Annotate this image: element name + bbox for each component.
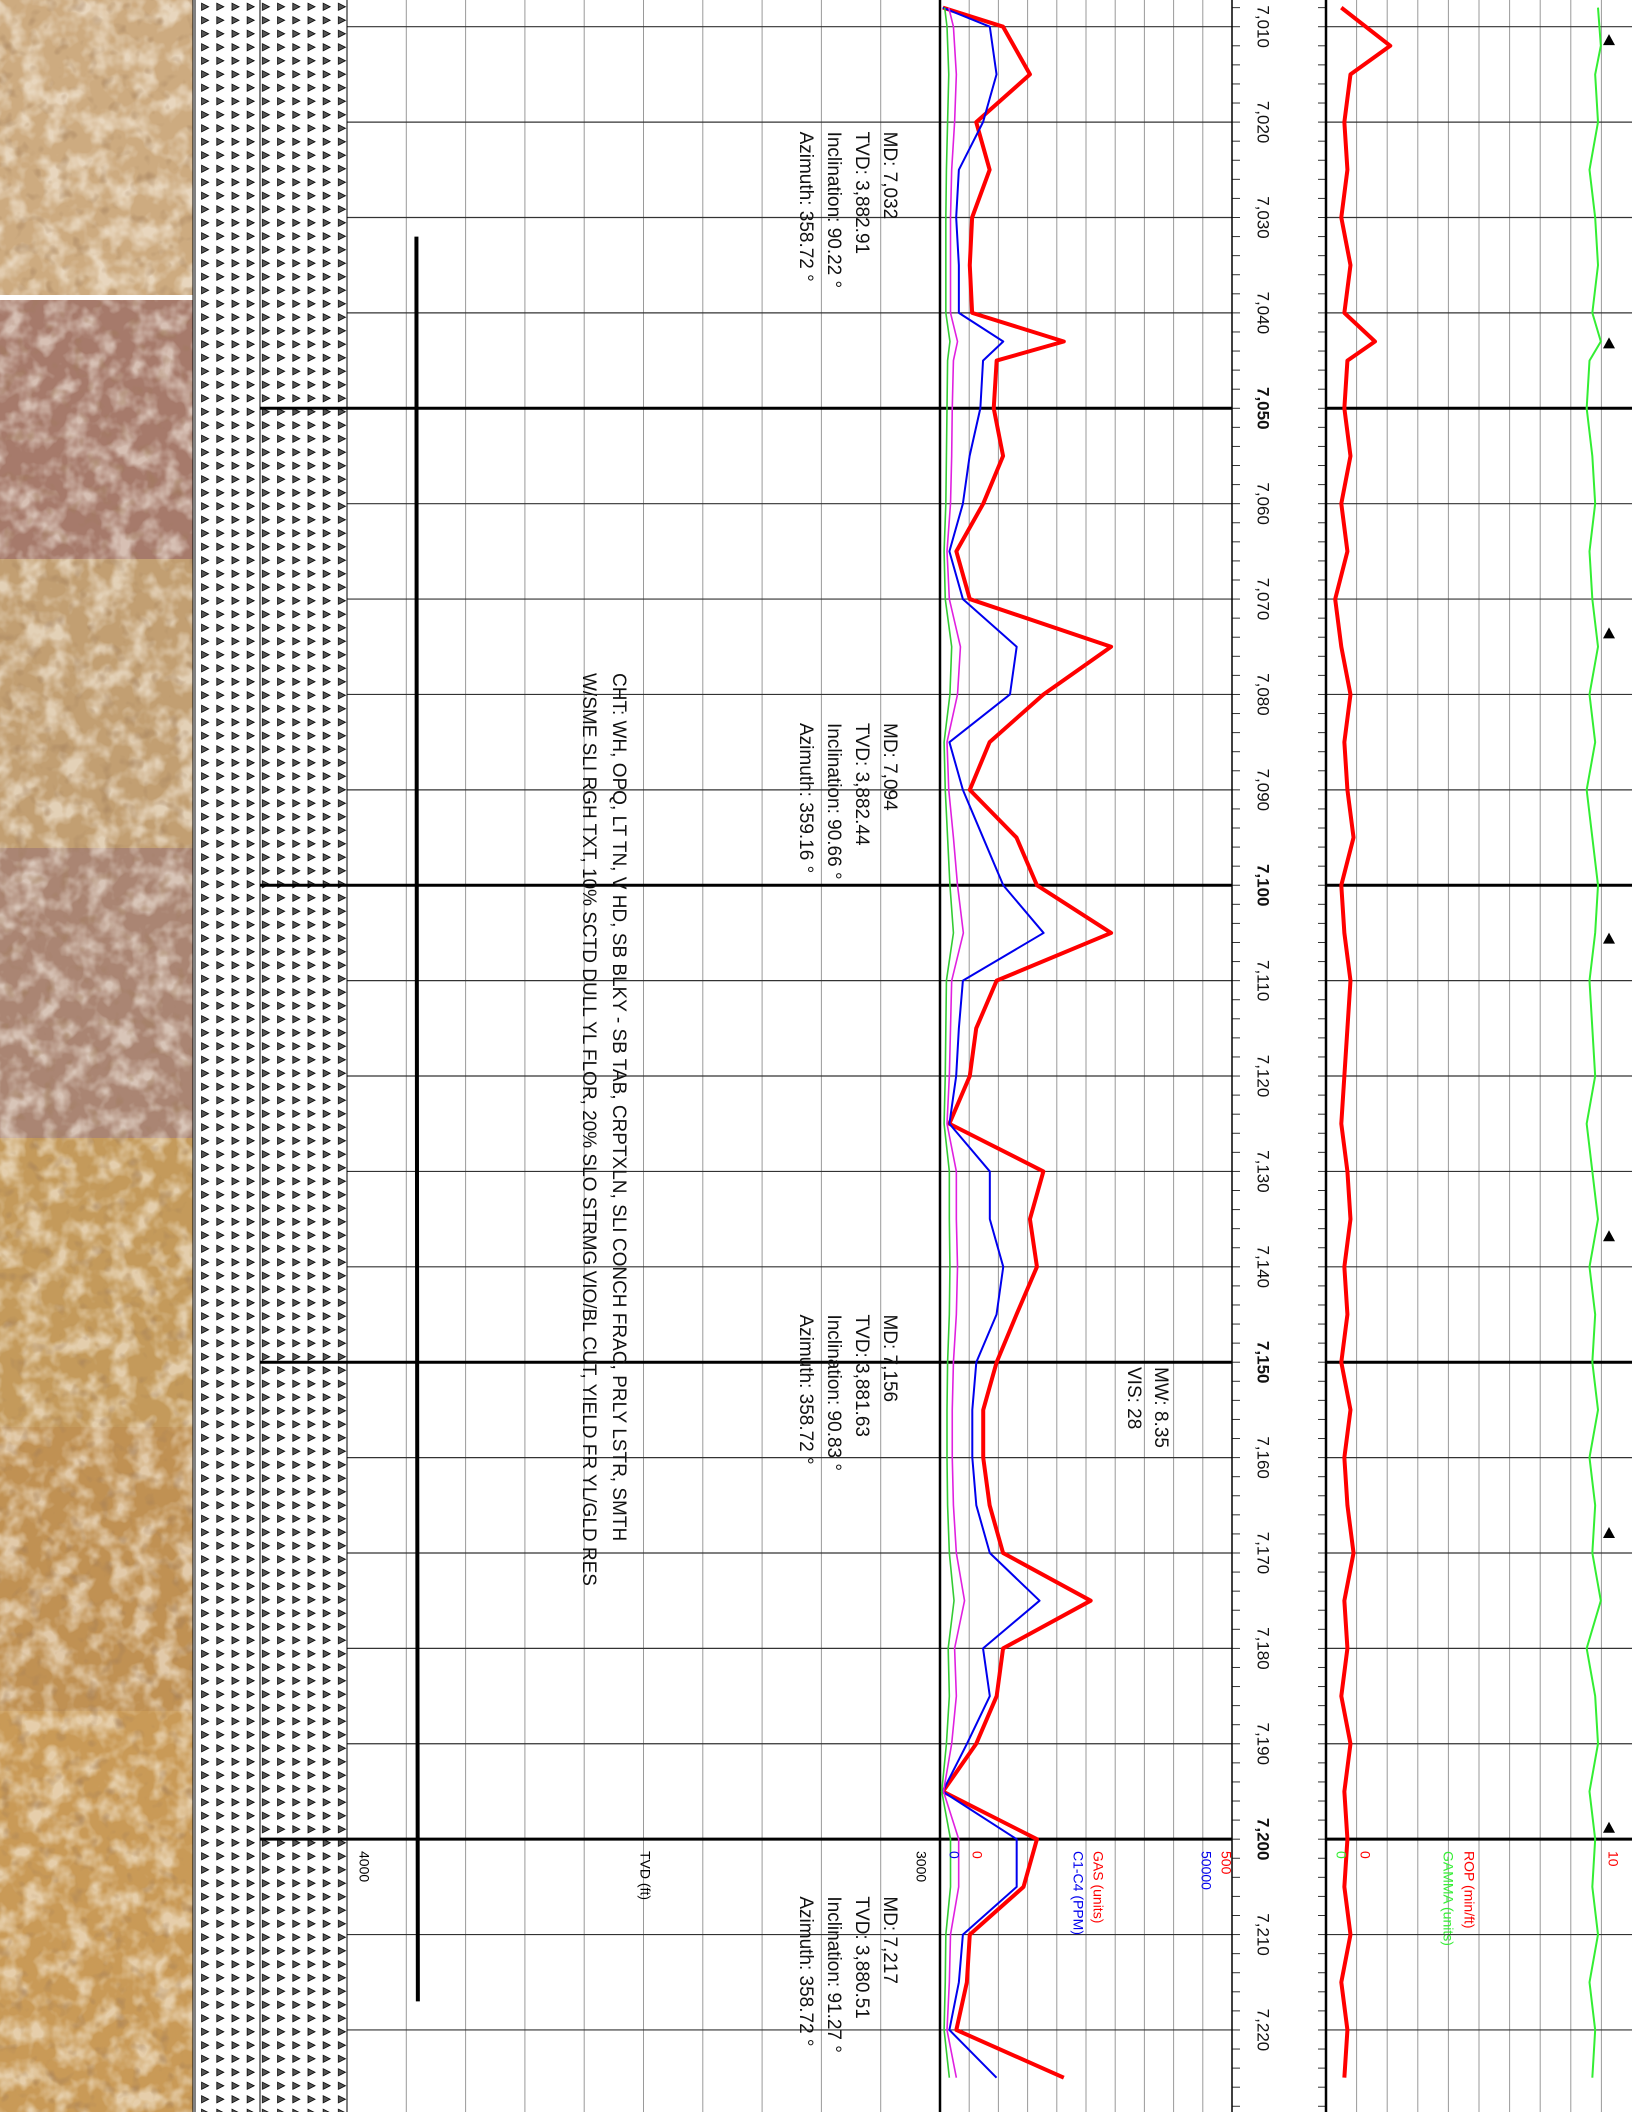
axis-tick-label: 0	[946, 1851, 962, 1859]
legend-entry: GAMMA (units)	[1440, 1851, 1456, 1946]
survey-tvd: TVD: 3,881.63	[851, 1314, 872, 1437]
depth-label: 7,050	[1254, 387, 1273, 430]
depth-label: 7,210	[1254, 1913, 1273, 1956]
sample-marker	[1603, 1526, 1615, 1538]
curve	[414, 236, 420, 2002]
curves	[414, 5, 1615, 2080]
mud-weight: MW: 8.35	[1150, 1367, 1171, 1448]
depth-label: 7,170	[1254, 1532, 1273, 1575]
depth-label: 7,020	[1254, 101, 1273, 144]
survey-md: MD: 7,094	[879, 723, 900, 811]
curve	[942, 7, 966, 2078]
depth-label: 7,200	[1254, 1818, 1273, 1861]
survey-inclination: Inclination: 91.27 °	[823, 1896, 844, 2053]
survey-md: MD: 7,217	[879, 1896, 900, 1984]
depth-label: 7,160	[1254, 1436, 1273, 1479]
survey-azimuth: Azimuth: 359.16 °	[795, 723, 816, 873]
axis-tick-label: 10	[1605, 1851, 1621, 1867]
axis-tick-label: 3000	[913, 1851, 929, 1882]
survey-md: MD: 7,032	[879, 132, 900, 220]
depth-label: 7,220	[1254, 2009, 1273, 2052]
depth-label: 7,140	[1254, 1246, 1273, 1289]
lithology-description: CHT: WH, OPQ, LT TN, V HD, SB BLKY - SB …	[608, 673, 629, 1541]
axis-tick-label: 500	[1218, 1851, 1234, 1875]
depth-label: 7,030	[1254, 196, 1273, 239]
photo-texture	[0, 0, 193, 2112]
legend-entry: GAS (units)	[1090, 1851, 1106, 1923]
axis-tick-label: 50000	[1198, 1851, 1214, 1890]
curve	[941, 6, 1045, 2079]
lithology-description: W/SME SLI RGH TXT, 10% SCTD DULL YL FLOR…	[578, 673, 599, 1586]
photo-gap	[0, 295, 193, 300]
depth-label: 7,190	[1254, 1723, 1273, 1766]
depth-label: 7,010	[1254, 5, 1273, 48]
sample-marker	[1603, 1230, 1615, 1242]
axis-tick-label: 0	[1357, 1851, 1373, 1859]
depth-label: 7,150	[1254, 1341, 1273, 1384]
depth-label: 7,090	[1254, 769, 1273, 812]
depth-label: 7,110	[1254, 960, 1273, 1001]
curve	[940, 7, 955, 2078]
axis-tick-label: 4000	[356, 1851, 372, 1882]
lithology-column	[195, 0, 347, 2112]
axis-tick-label: 0	[1333, 1851, 1349, 1859]
survey-inclination: Inclination: 90.22 °	[823, 132, 844, 289]
depth-label: 7,080	[1254, 673, 1273, 716]
depth-label: 7,100	[1254, 864, 1273, 907]
survey-azimuth: Azimuth: 358.72 °	[795, 1314, 816, 1464]
survey-tvd: TVD: 3,880.51	[851, 1896, 872, 2019]
legend-entry: C1-C4 (PPM)	[1070, 1851, 1086, 1935]
axis-tick-label: 0	[969, 1851, 985, 1859]
survey-inclination: Inclination: 90.66 °	[823, 723, 844, 880]
sample-marker	[1603, 34, 1615, 46]
sample-marker	[1603, 627, 1615, 639]
curve	[1333, 6, 1393, 2078]
survey-azimuth: Azimuth: 358.72 °	[795, 1896, 816, 2046]
sample-marker	[1603, 932, 1615, 944]
grid	[192, 0, 1632, 2112]
depth-label: 7,180	[1254, 1627, 1273, 1670]
survey-inclination: Inclination: 90.83 °	[823, 1314, 844, 1471]
viscosity: VIS: 28	[1123, 1367, 1144, 1429]
curve	[940, 5, 1114, 2080]
depth-label: 7,040	[1254, 292, 1273, 335]
depth-label: 7,070	[1254, 578, 1273, 621]
sample-marker	[1603, 1821, 1615, 1833]
labels: MW: 8.35 VIS: 28 CHT: WH, OPQ, LT TN, V …	[356, 5, 1621, 2052]
legend-entry: TVD (ft)	[637, 1851, 653, 1900]
survey-md: MD: 7,156	[879, 1314, 900, 1402]
survey-tvd: TVD: 3,882.91	[851, 132, 872, 255]
depth-label: 7,060	[1254, 482, 1273, 525]
survey-azimuth: Azimuth: 358.72 °	[795, 132, 816, 282]
survey-tvd: TVD: 3,882.44	[851, 723, 872, 846]
curve	[1585, 7, 1602, 2078]
cuttings-photos	[0, 0, 193, 2112]
legend-entry: ROP (min/ft)	[1461, 1851, 1477, 1929]
sample-marker	[1603, 337, 1615, 349]
depth-label: 7,120	[1254, 1055, 1273, 1098]
depth-label: 7,130	[1254, 1150, 1273, 1193]
